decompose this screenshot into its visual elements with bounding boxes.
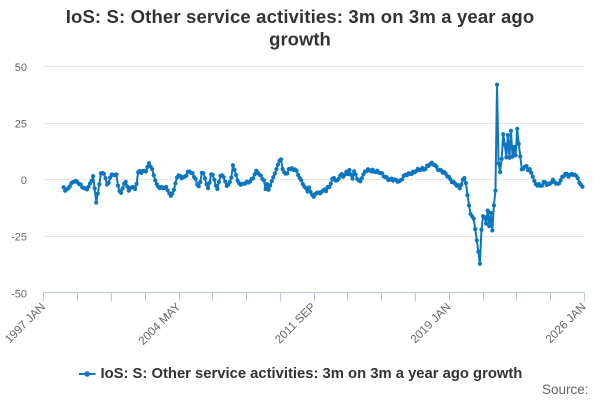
- svg-text:25: 25: [15, 119, 27, 131]
- svg-text:IoS: S: Other service activiti: IoS: S: Other service activities: 3m on …: [101, 366, 523, 382]
- svg-text:50: 50: [15, 62, 27, 74]
- svg-text:-25: -25: [11, 232, 27, 244]
- svg-text:IoS: S: Other service activiti: IoS: S: Other service activities: 3m on …: [66, 6, 535, 27]
- svg-text:growth: growth: [269, 28, 331, 49]
- svg-text:0: 0: [21, 175, 27, 187]
- svg-text:Source:: Source:: [542, 382, 589, 397]
- svg-text:-50: -50: [11, 288, 27, 300]
